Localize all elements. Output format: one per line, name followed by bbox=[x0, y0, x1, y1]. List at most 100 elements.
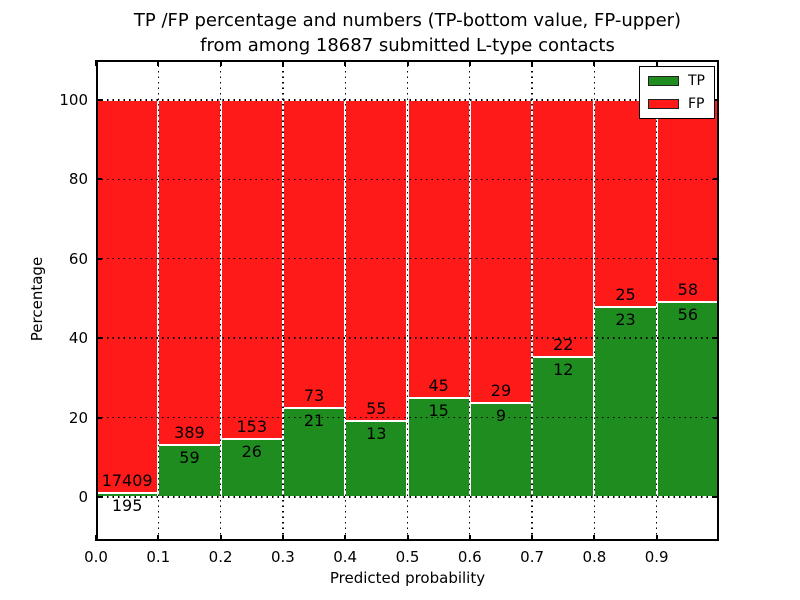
y-tick-mark bbox=[713, 416, 719, 419]
tp-count-label: 13 bbox=[366, 424, 387, 444]
chart-title: TP /FP percentage and numbers (TP-bottom… bbox=[96, 8, 719, 58]
x-tick-label: 0.0 bbox=[84, 548, 108, 566]
x-tick-label: 0.6 bbox=[457, 548, 482, 566]
x-tick-mark bbox=[531, 60, 534, 66]
x-tick-mark bbox=[406, 60, 409, 66]
y-tick-mark bbox=[96, 178, 102, 181]
fp-count-label: 153 bbox=[236, 417, 268, 437]
x-tick-mark bbox=[531, 535, 534, 541]
y-tick-label: 0 bbox=[78, 488, 88, 506]
y-tick-label: 20 bbox=[68, 408, 88, 427]
x-tick-label: 0.8 bbox=[582, 548, 607, 566]
fp-count-label: 55 bbox=[366, 399, 387, 419]
y-tick-label: 40 bbox=[68, 329, 88, 348]
fp-count-label: 73 bbox=[303, 386, 325, 406]
y-tick-mark bbox=[713, 178, 719, 181]
legend-swatch-tp bbox=[648, 76, 679, 86]
fp-bar bbox=[407, 99, 470, 398]
y-tick-mark bbox=[96, 257, 102, 260]
y-tick-mark bbox=[96, 337, 102, 340]
x-tick-mark bbox=[468, 60, 471, 66]
legend-label-fp: FP bbox=[688, 96, 705, 112]
tp-count-label: 26 bbox=[241, 442, 262, 462]
y-tick-mark bbox=[96, 98, 102, 101]
x-tick-mark bbox=[344, 535, 347, 541]
x-tick-mark bbox=[95, 60, 97, 66]
legend: TP FP bbox=[639, 66, 715, 119]
y-tick-mark bbox=[96, 416, 102, 419]
fp-count-label: 25 bbox=[615, 284, 636, 304]
gridline-vertical bbox=[344, 60, 346, 541]
fp-bar bbox=[656, 99, 719, 302]
tp-count-label: 15 bbox=[428, 400, 449, 420]
x-tick-mark bbox=[157, 535, 160, 541]
y-tick-mark bbox=[713, 496, 719, 498]
fp-bar bbox=[282, 99, 346, 409]
x-tick-mark bbox=[344, 60, 347, 66]
y-tick-mark bbox=[96, 496, 102, 498]
x-tick-label: 0.9 bbox=[644, 548, 669, 566]
tp-count-label: 12 bbox=[553, 359, 574, 379]
y-tick-label: 60 bbox=[68, 249, 88, 268]
x-tick-mark bbox=[593, 535, 596, 541]
x-tick-mark bbox=[593, 60, 596, 66]
x-tick-mark bbox=[219, 60, 222, 66]
y-tick-label: 80 bbox=[68, 170, 88, 189]
tp-count-label: 9 bbox=[495, 405, 507, 425]
tp-count-label: 195 bbox=[111, 495, 143, 515]
x-tick-label: 0.3 bbox=[270, 548, 295, 566]
y-tick-label: 100 bbox=[59, 90, 88, 109]
gridline-vertical bbox=[593, 60, 596, 541]
fp-bar bbox=[96, 99, 159, 493]
x-tick-mark bbox=[655, 535, 658, 541]
x-tick-mark bbox=[281, 535, 284, 541]
x-tick-mark bbox=[219, 535, 222, 541]
fp-count-label: 389 bbox=[174, 422, 205, 442]
x-axis-label: Predicted probability bbox=[329, 569, 486, 587]
tp-bar bbox=[282, 408, 346, 497]
fp-bar bbox=[469, 99, 533, 403]
gridline-vertical bbox=[406, 60, 409, 541]
fp-count-label: 29 bbox=[490, 380, 512, 400]
fp-bar bbox=[345, 99, 408, 422]
y-tick-mark bbox=[713, 337, 719, 340]
fp-count-label: 58 bbox=[677, 279, 699, 299]
legend-item-fp: FP bbox=[648, 97, 705, 111]
tp-count-label: 23 bbox=[615, 309, 636, 329]
gridline-vertical bbox=[219, 60, 222, 541]
fp-bar bbox=[532, 99, 595, 357]
gridline-vertical bbox=[469, 60, 471, 541]
fp-count-label: 22 bbox=[553, 334, 574, 354]
x-tick-label: 0.7 bbox=[520, 548, 545, 566]
legend-label-tp: TP bbox=[688, 73, 705, 89]
tp-count-label: 21 bbox=[303, 411, 325, 431]
x-tick-label: 0.2 bbox=[208, 548, 233, 566]
tp-bar bbox=[656, 301, 719, 497]
x-tick-mark bbox=[281, 60, 284, 66]
tp-bar bbox=[594, 306, 657, 497]
tp-count-label: 59 bbox=[179, 447, 200, 467]
fp-bar bbox=[594, 99, 657, 307]
x-tick-mark bbox=[157, 60, 160, 66]
plot-area: TP FP 17409 195 389 59 153 26 73 21 55 13 45 15 29 9 2… bbox=[95, 60, 719, 541]
x-tick-mark bbox=[655, 60, 658, 66]
x-tick-label: 0.4 bbox=[333, 548, 358, 566]
chart-title-line-1: TP /FP percentage and numbers (TP-bottom… bbox=[133, 10, 682, 31]
gridline-vertical bbox=[656, 60, 658, 541]
x-tick-label: 0.1 bbox=[146, 548, 171, 566]
x-tick-mark bbox=[468, 535, 471, 541]
x-tick-mark bbox=[95, 535, 97, 541]
fp-bar bbox=[220, 99, 283, 440]
fp-count-label: 17409 bbox=[101, 470, 153, 490]
legend-item-tp: TP bbox=[648, 74, 705, 88]
y-tick-mark bbox=[713, 257, 719, 260]
chart-title-line-2: from among 18687 submitted L-type contac… bbox=[200, 35, 615, 56]
legend-swatch-fp bbox=[648, 99, 679, 109]
x-tick-mark bbox=[406, 535, 409, 541]
y-tick-mark bbox=[713, 98, 719, 101]
fp-count-label: 45 bbox=[428, 375, 449, 395]
tp-count-label: 56 bbox=[677, 304, 699, 324]
gridline-vertical bbox=[157, 60, 159, 541]
gridline-vertical bbox=[531, 60, 533, 541]
